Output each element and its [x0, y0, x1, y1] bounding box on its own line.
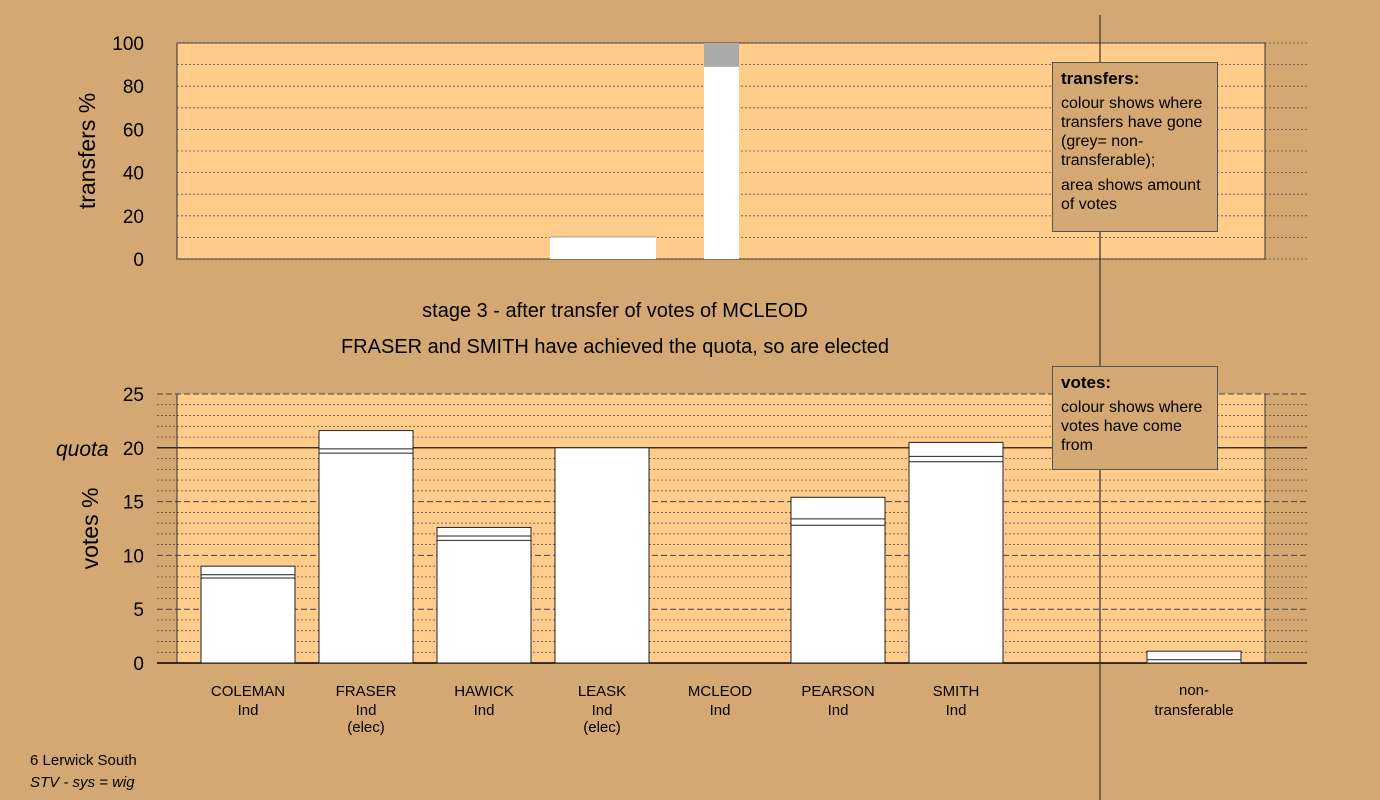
category-party-label: Ind [474, 702, 495, 719]
vote-bar [200, 565, 296, 664]
category-note-label: (elec) [583, 719, 621, 736]
votes-legend-title: votes: [1061, 373, 1112, 392]
category-name-label: FRASER [336, 683, 397, 700]
votes-y-tick-label: 20 [123, 439, 144, 460]
category-party-label: Ind [592, 702, 613, 719]
quota-label: quota [56, 438, 109, 461]
votes-y-tick-label: 5 [133, 600, 144, 621]
elected-heading: FRASER and SMITH have achieved the quota… [340, 336, 890, 358]
transfers-y-tick-label: 80 [123, 77, 144, 98]
stage-heading: stage 3 - after transfer of votes of MCL… [422, 300, 808, 322]
vote-bar [908, 441, 1004, 664]
transfers-legend-area: area shows amount of votes [1061, 177, 1201, 213]
transfers-legend: transfers: colour shows where transfers … [1052, 62, 1218, 232]
category-party-label: Ind [238, 702, 259, 719]
category-note-label: (elec) [347, 719, 385, 736]
category-name-label: LEASK [578, 683, 626, 700]
votes-y-tick-label: 0 [133, 654, 144, 675]
vote-bar [554, 447, 650, 664]
category-name-label: PEARSON [801, 683, 874, 700]
non-transferable-label-line1: non- [1179, 682, 1209, 699]
category-name-label: SMITH [933, 683, 980, 700]
votes-y-tick-label: 10 [123, 546, 144, 567]
ward-label: 6 Lerwick South [30, 752, 137, 769]
vote-bar [436, 526, 532, 664]
category-party-label: Ind [356, 702, 377, 719]
votes-legend-colour: colour shows where votes have come from [1061, 399, 1203, 454]
votes-y-tick-label: 25 [123, 385, 144, 406]
vote-bar [790, 496, 886, 664]
votes-legend: votes: colour shows where votes have com… [1052, 366, 1218, 470]
transfers-y-tick-label: 40 [123, 164, 144, 185]
category-name-label: MCLEOD [688, 683, 752, 700]
transfer-bar-non-transferable [704, 43, 739, 67]
category-name-label: COLEMAN [211, 683, 285, 700]
votes-y-tick-label: 15 [123, 493, 144, 514]
transfers-y-axis-label: transfers % [74, 93, 100, 209]
transfers-legend-title: transfers: [1061, 69, 1140, 88]
transfer-bar [704, 66, 739, 259]
transfer-bar-non-transferable [550, 236, 656, 238]
category-party-label: Ind [828, 702, 849, 719]
transfers-y-tick-label: 100 [112, 34, 144, 55]
non-transferable-label-line2: transferable [1154, 702, 1233, 719]
category-party-label: Ind [946, 702, 967, 719]
transfers-y-tick-label: 60 [123, 120, 144, 141]
system-label: STV - sys = wig [30, 774, 135, 791]
vote-bar [318, 430, 414, 664]
transfer-bar [550, 237, 656, 259]
non-transferable-bar [1146, 650, 1242, 664]
category-party-label: Ind [710, 702, 731, 719]
votes-y-axis-label: votes % [77, 488, 103, 570]
category-name-label: HAWICK [454, 683, 513, 700]
transfers-y-tick-label: 0 [133, 250, 144, 271]
transfers-y-tick-label: 20 [123, 207, 144, 228]
transfers-legend-colour: colour shows where transfers have gone (… [1061, 95, 1203, 169]
